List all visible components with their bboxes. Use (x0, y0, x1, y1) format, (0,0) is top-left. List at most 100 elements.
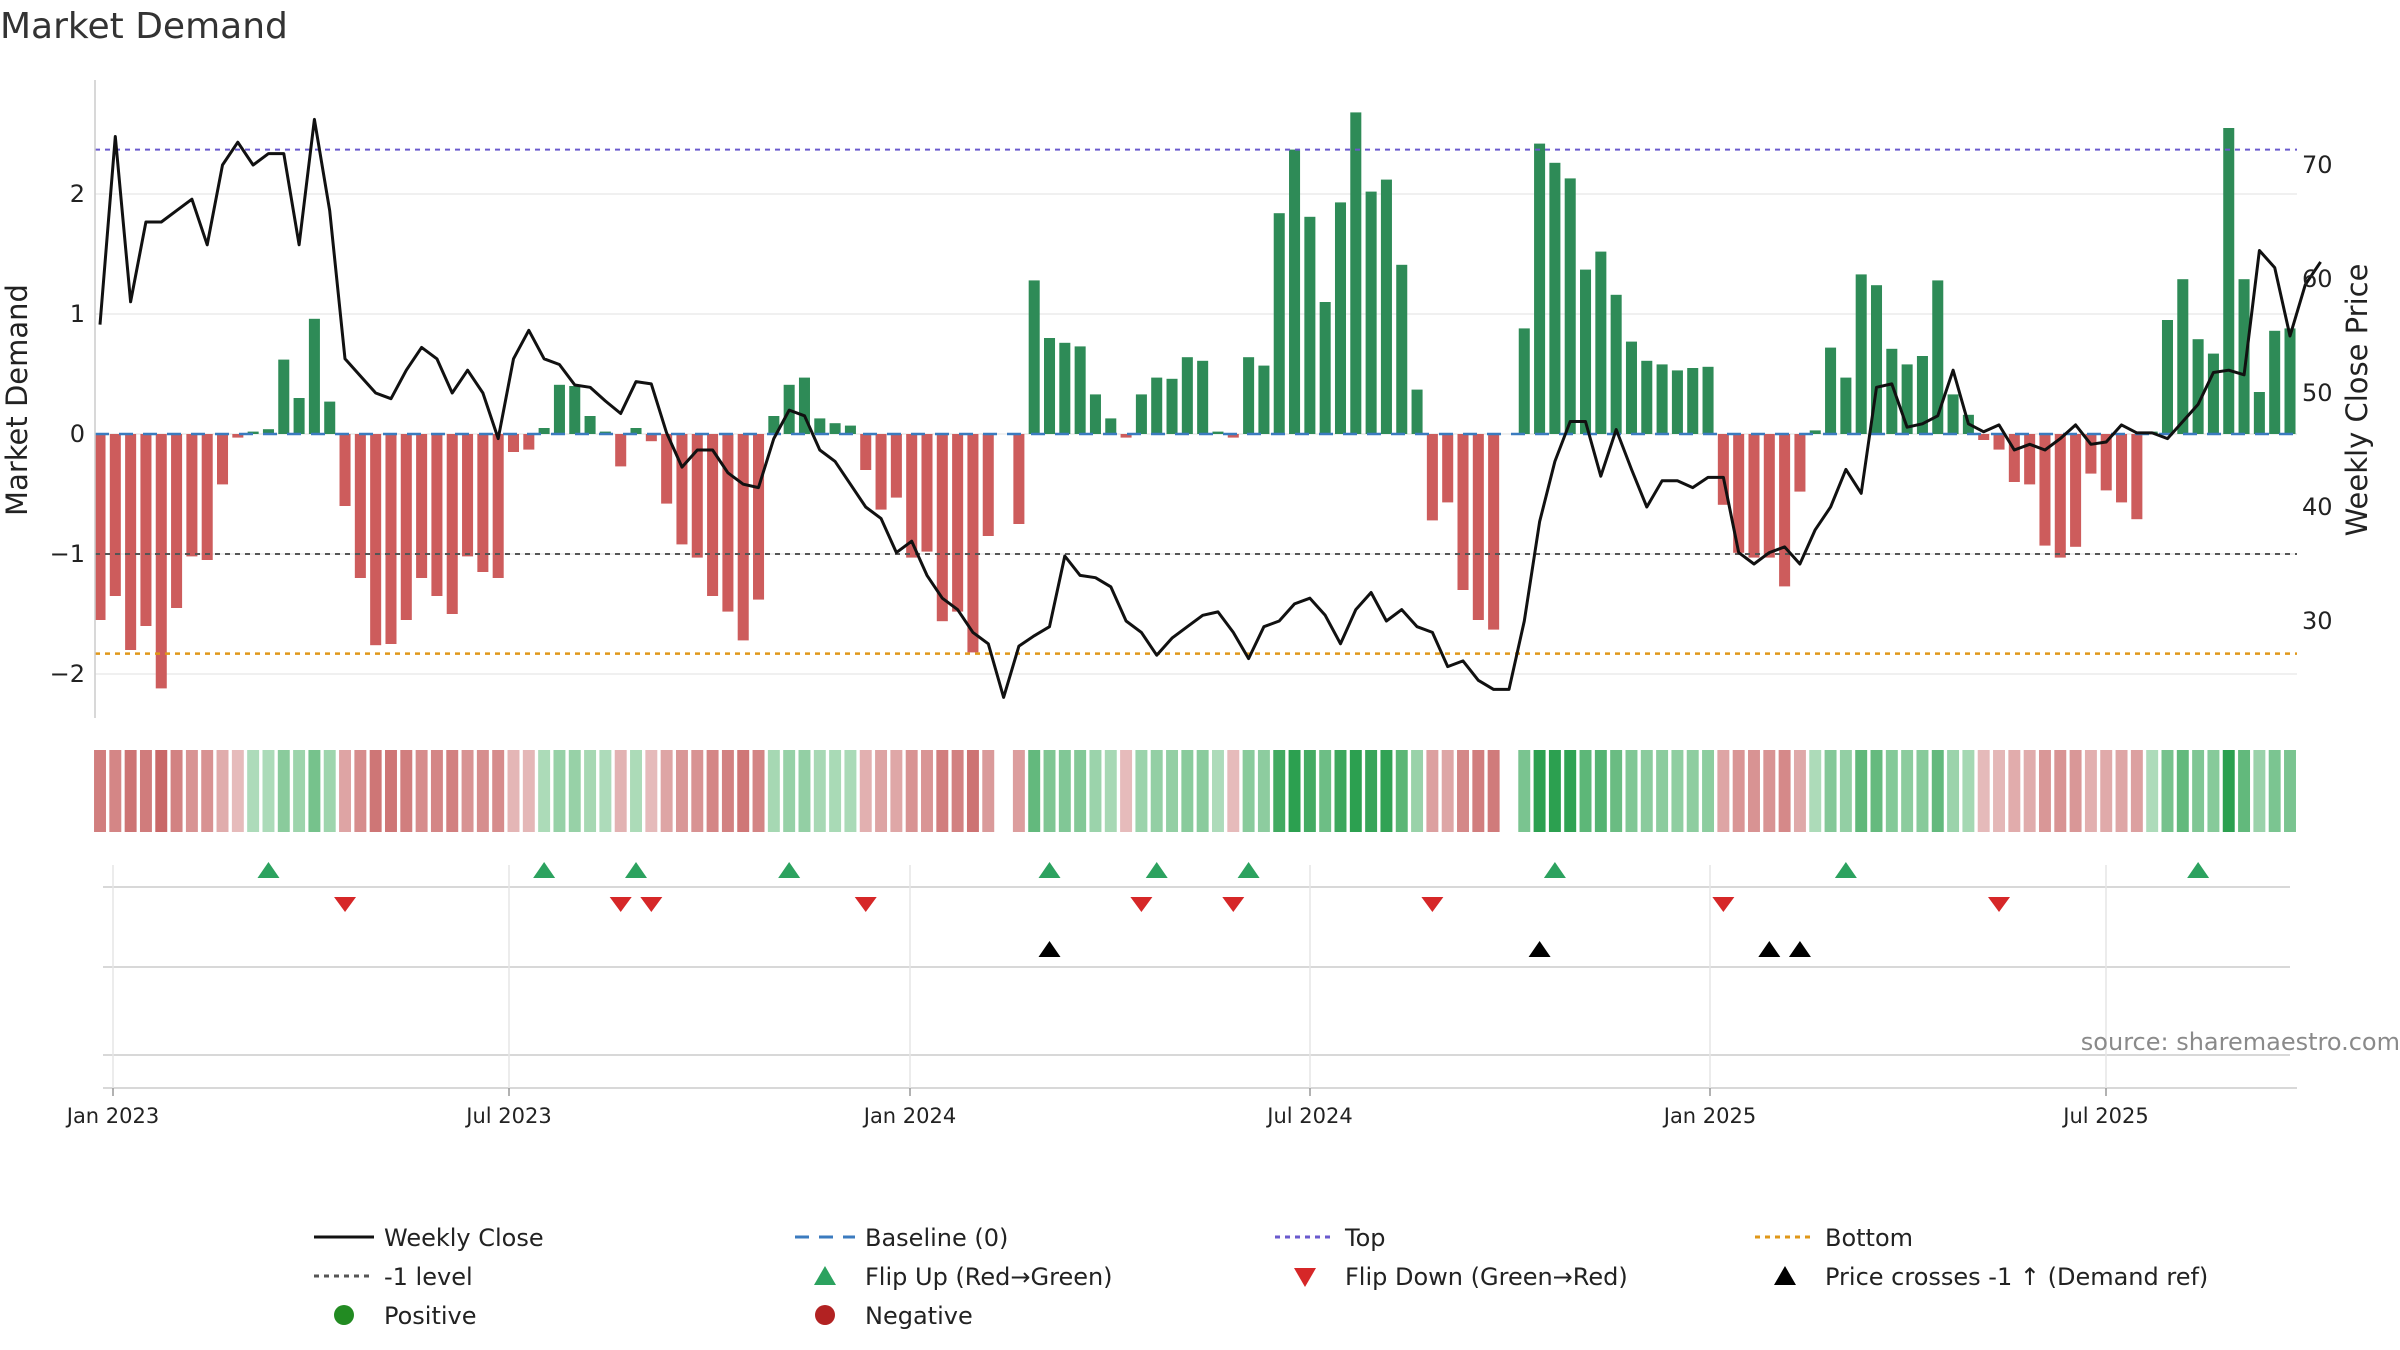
heat-cell (982, 750, 995, 832)
demand-bar (553, 384, 565, 434)
heat-cell (645, 750, 658, 832)
demand-bar (1993, 434, 2005, 450)
heat-cell (890, 750, 903, 832)
heat-cell (430, 750, 443, 832)
flip-markers (103, 862, 2290, 912)
heat-cell (1012, 750, 1025, 832)
flip-up-marker (625, 862, 648, 878)
legend-label: Top (1344, 1224, 1386, 1252)
demand-bar (1120, 434, 1132, 438)
demand-bar (1013, 434, 1025, 524)
demand-bar (1947, 394, 1959, 434)
legend-item: Weekly Close (314, 1224, 544, 1252)
heat-cell (476, 750, 489, 832)
heat-cell (675, 750, 688, 832)
demand-bar (1212, 431, 1224, 434)
heat-cell (614, 750, 627, 832)
heat-cell (844, 750, 857, 832)
heat-cell (1150, 750, 1163, 832)
demand-bar (2223, 128, 2235, 434)
heat-cell (1319, 750, 1332, 832)
heat-cell (1411, 750, 1424, 832)
heat-cell (2284, 750, 2296, 832)
heat-cell (1472, 750, 1485, 832)
demand-bar (2207, 353, 2219, 434)
demand-bar (630, 428, 642, 434)
flip-down-marker (1712, 897, 1735, 912)
heat-cell (2100, 750, 2113, 832)
demand-bar (293, 398, 305, 434)
heat-cell (783, 750, 796, 832)
demand-bar (798, 377, 810, 434)
legend-label: Price crosses -1 ↑ (Demand ref) (1825, 1263, 2208, 1291)
demand-bar (492, 434, 504, 578)
heat-cell (109, 750, 122, 832)
demand-bar (1028, 280, 1040, 434)
heat-cell (369, 750, 382, 832)
legend-item: Bottom (1755, 1224, 1913, 1252)
demand-bar (2131, 434, 2143, 520)
demand-bar (1089, 394, 1101, 434)
weekly-close-line (98, 117, 2322, 699)
demand-bar (1518, 328, 1530, 434)
heat-cell (1365, 750, 1378, 832)
heat-cell (568, 750, 581, 832)
heat-cell (706, 750, 719, 832)
legend: Weekly Close Baseline (0) Top Bottom -1 leve… (314, 1224, 2208, 1330)
legend-label: Negative (865, 1302, 973, 1330)
demand-bar (370, 434, 382, 646)
demand-bar (2177, 279, 2189, 434)
heat-cell (1778, 750, 1791, 832)
legend-item: Flip Down (Green→Red) (1294, 1263, 1628, 1291)
heat-cell (1855, 750, 1868, 832)
heat-cell (293, 750, 306, 832)
legend-label: Flip Up (Red→Green) (865, 1263, 1113, 1291)
demand-bar (1748, 434, 1760, 558)
heat-cell (813, 750, 826, 832)
legend-item: -1 level (314, 1263, 473, 1291)
demand-bar (308, 318, 320, 434)
demand-bar (462, 434, 474, 557)
demand-bar (1870, 285, 1883, 434)
demand-bar (1457, 434, 1469, 590)
legend-swatch (815, 1305, 835, 1325)
heat-cell (1901, 750, 1914, 832)
y2-axis-label: Weekly Close Price (2340, 264, 2374, 537)
heat-cell (921, 750, 933, 832)
demand-bar (1794, 434, 1806, 492)
heat-cell (2115, 750, 2128, 832)
demand-bar (952, 434, 964, 612)
heat-cell (767, 750, 780, 832)
demand-bar (768, 416, 780, 434)
heat-cell (1104, 750, 1117, 832)
flip-down-marker (1222, 897, 1245, 912)
heat-cell (1334, 750, 1347, 832)
heat-cell (829, 750, 842, 832)
x-tick-label: Jul 2024 (1265, 1104, 1352, 1128)
heat-cell (2023, 750, 2036, 832)
heat-cell (1166, 750, 1179, 832)
flip-up-marker (778, 862, 801, 878)
heat-cell (2069, 750, 2082, 832)
demand-bar (1365, 191, 1377, 434)
heat-cell (339, 750, 352, 832)
demand-bar (1243, 357, 1255, 434)
heat-cell (553, 750, 566, 832)
y-tick-label: −1 (50, 540, 85, 568)
heat-cell (201, 750, 214, 832)
demand-bar (385, 434, 397, 644)
heat-cell (721, 750, 734, 832)
demand-bar (890, 434, 902, 498)
demand-bar (2039, 434, 2051, 546)
demand-bar (2054, 434, 2066, 558)
demand-bar (1319, 302, 1331, 434)
heat-cell (1487, 750, 1500, 832)
legend-item: Positive (334, 1302, 477, 1330)
heat-cell (1288, 750, 1301, 832)
heat-cell (1671, 750, 1684, 832)
heat-cell (1640, 750, 1653, 832)
demand-bar (645, 434, 657, 442)
heat-cell (1533, 750, 1546, 832)
heat-cell (538, 750, 551, 832)
demand-bar (1488, 434, 1500, 630)
